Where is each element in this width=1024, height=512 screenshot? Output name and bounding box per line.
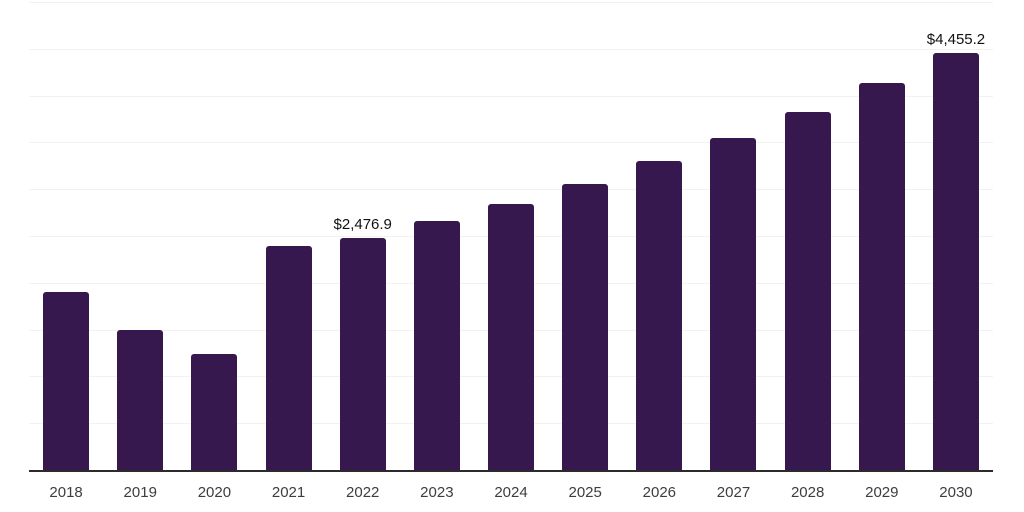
x-tick-2028: 2028 (790, 484, 825, 501)
bar-slot-2020 (177, 2, 251, 470)
x-tick-2022: 2022 (346, 484, 380, 501)
bar-slot-2021 (251, 2, 325, 470)
gridline (29, 2, 993, 3)
bar-slot-2029 (845, 2, 919, 470)
x-tick-2030: 2030 (939, 484, 973, 501)
bar-2027 (710, 138, 757, 470)
bars-container: $2,476.9 $4,455.2 (29, 2, 993, 470)
x-tick-2023: 2023 (420, 484, 454, 501)
gridline (29, 189, 993, 191)
x-tick-2020: 2020 (197, 484, 232, 501)
x-tick-2027: 2027 (716, 484, 751, 501)
bar-2021 (265, 246, 312, 470)
bar-2020 (191, 353, 238, 470)
x-tick-2018: 2018 (49, 484, 83, 501)
bar-slot-2027 (696, 2, 770, 470)
bar-slot-2024 (474, 2, 548, 470)
bar-2024 (488, 203, 535, 470)
gridline (29, 142, 993, 144)
bar-2023 (413, 221, 460, 470)
bar-2019 (117, 329, 164, 470)
x-tick-2019: 2019 (123, 484, 157, 501)
x-axis: 2018 2019 2020 2021 2022 2023 2024 2025 2026 2027… (29, 484, 993, 504)
bar-slot-2026 (622, 2, 696, 470)
bar-slot-2028 (771, 2, 845, 470)
x-tick-2024: 2024 (494, 484, 528, 501)
data-label-2022: $2,476.9 (333, 216, 392, 234)
bar-2018 (43, 292, 90, 470)
bar-2028 (784, 111, 831, 470)
bar-2026 (636, 161, 683, 470)
plot-area: $2,476.9 $4,455.2 (29, 2, 993, 472)
x-tick-2025: 2025 (568, 484, 602, 501)
bar-2022: $2,476.9 (334, 216, 392, 470)
bar-slot-2019 (103, 2, 177, 470)
bar-2029 (858, 83, 905, 470)
gridline (29, 95, 993, 97)
bar-slot-2030: $4,455.2 (919, 2, 993, 470)
x-tick-2029: 2029 (865, 484, 899, 501)
x-tick-2021: 2021 (271, 484, 306, 501)
bar-slot-2023 (400, 2, 474, 470)
bar-slot-2025 (548, 2, 622, 470)
x-tick-2026: 2026 (642, 484, 677, 501)
data-label-2030: $4,455.2 (926, 31, 986, 48)
bar-2030: $4,455.2 (927, 31, 985, 470)
bar-slot-2022: $2,476.9 (326, 2, 400, 470)
bar-2025 (562, 183, 609, 470)
bar-slot-2018 (29, 2, 103, 470)
gridline (29, 48, 993, 50)
